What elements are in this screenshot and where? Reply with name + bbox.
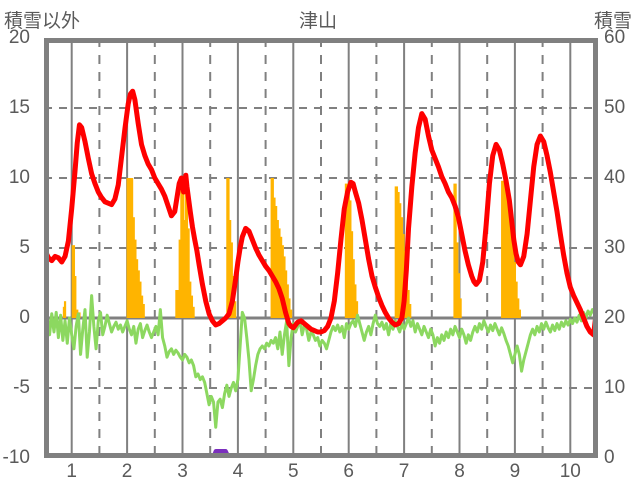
left-tick-label: -5 — [13, 377, 30, 398]
left-tick-label: 20 — [8, 27, 30, 48]
min-temp-line — [44, 294, 598, 429]
right-tick-label: 40 — [604, 167, 626, 188]
x-tick-label: 6 — [343, 461, 354, 482]
left-tick-label: 0 — [19, 307, 30, 328]
precip-bars — [62, 178, 521, 318]
right-axis-title: 積雪 — [593, 11, 632, 32]
x-tick-label: 2 — [121, 461, 133, 482]
right-tick-label: 20 — [604, 307, 626, 328]
max-temp-line — [44, 88, 598, 338]
x-tick-label: 10 — [559, 461, 581, 482]
x-tick-label: 8 — [454, 461, 465, 482]
right-tick-label: 60 — [604, 27, 626, 48]
chart-canvas — [44, 38, 598, 458]
plot-area — [44, 38, 598, 458]
x-tick-label: 4 — [232, 461, 244, 482]
right-tick-label: 10 — [604, 377, 626, 398]
left-tick-label: 15 — [8, 97, 30, 118]
x-tick-label: 5 — [288, 461, 299, 482]
left-tick-label: 10 — [8, 167, 30, 188]
left-tick-label: -10 — [2, 447, 30, 468]
x-tick-label: 9 — [509, 461, 521, 482]
page-title: 津山 — [298, 11, 337, 32]
x-tick-label: 1 — [66, 461, 77, 482]
x-tick-label: 7 — [398, 461, 410, 482]
right-tick-label: 30 — [604, 237, 626, 258]
left-tick-label: 5 — [19, 237, 30, 258]
x-tick-label: 3 — [177, 461, 188, 482]
right-tick-label: 50 — [604, 97, 626, 118]
left-axis-title: 積雪以外 — [4, 11, 81, 32]
right-tick-label: 0 — [604, 447, 615, 468]
